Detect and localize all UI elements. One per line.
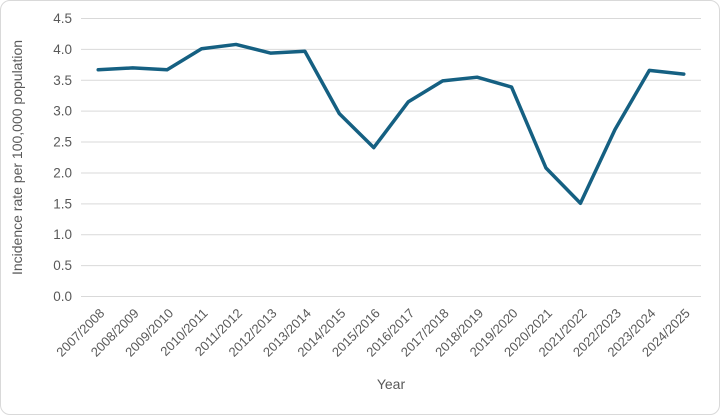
y-tick-label: 1.5	[53, 196, 72, 211]
y-tick-label: 2.5	[53, 135, 72, 150]
y-tick-label: 0.5	[53, 258, 72, 273]
y-tick-label: 2.0	[53, 165, 72, 180]
x-axis-title: Year	[377, 376, 406, 392]
y-tick-label: 4.5	[53, 11, 72, 26]
y-tick-label: 4.0	[53, 42, 72, 57]
y-tick-label: 3.5	[53, 73, 72, 88]
y-tick-label: 0.0	[53, 289, 72, 304]
y-tick-label: 1.0	[53, 227, 72, 242]
y-axis-title: Incidence rate per 100,000 population	[9, 40, 25, 275]
y-tick-label: 3.0	[53, 104, 72, 119]
incidence-rate-line	[96, 42, 686, 205]
